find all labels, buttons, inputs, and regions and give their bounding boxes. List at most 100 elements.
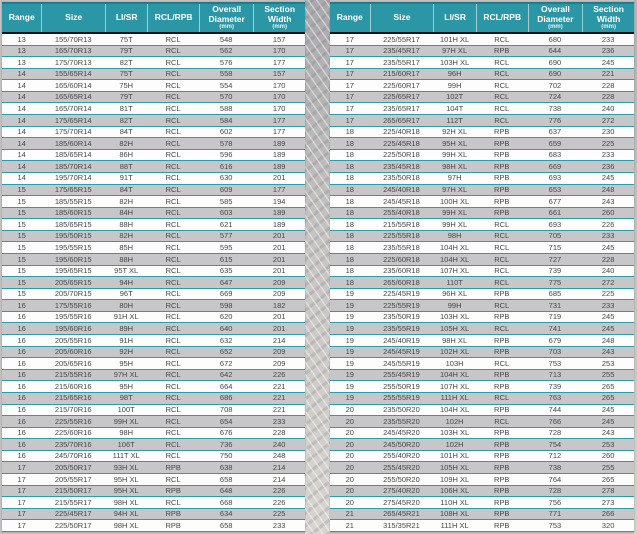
cell-li-sr: 107H XL xyxy=(440,381,470,391)
cell-section-width: 278 xyxy=(601,486,615,496)
cell-li-sr: 102H xyxy=(445,439,464,449)
cell-size: 215/55R18 xyxy=(383,219,420,229)
cell-range: 18 xyxy=(345,161,354,171)
cell-size: 235/55R20 xyxy=(383,416,420,426)
cell-li-sr: 99H XL xyxy=(442,208,468,218)
cell-range: 21 xyxy=(345,520,354,530)
cell-size: 225/55R19 xyxy=(383,300,420,310)
cell-rcl-rpb: RCL xyxy=(494,69,510,79)
table-row: 18 245/45R18 100H XL RPB 677 243 xyxy=(330,196,634,208)
cell-rcl-rpb: RCL xyxy=(494,277,510,287)
cell-overall-diameter: 741 xyxy=(548,323,562,333)
cell-range: 14 xyxy=(17,173,26,183)
cell-overall-diameter: 642 xyxy=(219,370,233,380)
column-header-label: Range xyxy=(8,12,35,23)
cell-li-sr: 82H xyxy=(119,231,134,241)
cell-li-sr: 101H XL xyxy=(440,451,470,461)
cell-overall-diameter: 702 xyxy=(548,80,562,90)
cell-li-sr: 99H XL xyxy=(442,150,468,160)
cell-overall-diameter: 664 xyxy=(219,381,233,391)
cell-li-sr: 95H xyxy=(119,358,134,368)
cell-li-sr: 106H XL xyxy=(440,486,470,496)
cell-section-width: 245 xyxy=(601,312,615,322)
cell-range: 15 xyxy=(17,289,26,299)
cell-section-width: 240 xyxy=(272,439,286,449)
table-body: 17 225/55R17 101H XL RCL 680 233 17 235/45R17 97… xyxy=(330,34,634,532)
cell-rcl-rpb: RPB xyxy=(494,289,510,299)
cell-size: 215/55R16 xyxy=(54,370,92,380)
cell-size: 155/65R14 xyxy=(54,69,92,79)
cell-rcl-rpb: RCL xyxy=(165,381,181,391)
cell-overall-diameter: 719 xyxy=(548,312,562,322)
cell-overall-diameter: 595 xyxy=(219,242,233,252)
cell-size: 185/60R15 xyxy=(54,208,92,218)
cell-rcl-rpb: RCL xyxy=(165,439,181,449)
cell-size: 165/60R14 xyxy=(54,80,92,90)
cell-range: 14 xyxy=(17,161,26,171)
cell-size: 205/65R15 xyxy=(54,277,92,287)
cell-li-sr: 91H XL xyxy=(113,312,139,322)
cell-li-sr: 104H XL xyxy=(440,242,470,252)
cell-range: 15 xyxy=(17,185,26,195)
cell-overall-diameter: 724 xyxy=(548,92,562,102)
cell-rcl-rpb: RCL xyxy=(494,254,510,264)
cell-range: 18 xyxy=(345,219,354,229)
cell-range: 20 xyxy=(345,428,354,438)
table-row: 17 225/50R17 98H XL RPB 658 233 xyxy=(2,520,305,532)
cell-overall-diameter: 558 xyxy=(219,69,233,79)
column-header-label: Size xyxy=(65,12,83,23)
table-row: 18 235/45R18 98H XL RPB 669 236 xyxy=(330,161,634,173)
cell-rcl-rpb: RCL xyxy=(494,34,510,44)
cell-size: 255/40R18 xyxy=(383,208,420,218)
cell-section-width: 221 xyxy=(272,405,286,415)
cell-section-width: 226 xyxy=(272,370,286,380)
cell-overall-diameter: 658 xyxy=(219,520,233,530)
header-underline xyxy=(330,32,634,34)
cell-section-width: 236 xyxy=(601,161,615,171)
cell-rcl-rpb: RPB xyxy=(165,486,181,496)
cell-li-sr: 106T xyxy=(117,439,135,449)
cell-overall-diameter: 676 xyxy=(219,428,233,438)
cell-section-width: 226 xyxy=(272,486,286,496)
cell-li-sr: 75T xyxy=(119,69,133,79)
table-row: 17 215/50R17 95H XL RPB 648 226 xyxy=(2,485,305,498)
table-row: 20 255/50R20 109H XL RPB 764 265 xyxy=(330,473,634,486)
cell-section-width: 245 xyxy=(601,57,615,67)
table-row: 19 255/50R19 107H XL RPB 739 265 xyxy=(330,381,634,393)
cell-li-sr: 84T xyxy=(119,127,133,137)
cell-range: 16 xyxy=(17,335,26,345)
cell-section-width: 245 xyxy=(601,323,615,333)
cell-range: 17 xyxy=(345,92,354,102)
page-edge xyxy=(634,0,637,534)
cell-range: 17 xyxy=(17,474,26,484)
cell-range: 15 xyxy=(17,242,26,252)
table-row: 16 205/60R16 92H RCL 652 209 xyxy=(2,346,305,359)
cell-rcl-rpb: RPB xyxy=(494,370,510,380)
table-row: 17 235/55R17 103H XL RCL 690 245 xyxy=(330,57,634,69)
cell-section-width: 233 xyxy=(601,231,615,241)
cell-size: 245/45R20 xyxy=(383,428,420,438)
cell-li-sr: 88T xyxy=(119,161,133,171)
cell-li-sr: 92H xyxy=(119,347,134,357)
cell-size: 205/55R17 xyxy=(54,474,92,484)
cell-overall-diameter: 634 xyxy=(219,509,233,519)
cell-li-sr: 95H XL xyxy=(113,486,139,496)
cell-size: 195/60R16 xyxy=(54,323,92,333)
cell-li-sr: 97H xyxy=(447,173,462,183)
header-underline xyxy=(2,32,305,34)
cell-section-width: 189 xyxy=(272,150,286,160)
table-row: 13 155/70R13 75T RCL 548 157 xyxy=(2,34,305,46)
cell-section-width: 245 xyxy=(601,173,615,183)
cell-rcl-rpb: RCL xyxy=(165,312,181,322)
cell-li-sr: 91T xyxy=(119,173,133,183)
cell-rcl-rpb: RCL xyxy=(165,196,181,206)
cell-range: 19 xyxy=(345,347,354,357)
cell-overall-diameter: 727 xyxy=(548,254,562,264)
cell-li-sr: 103H XL xyxy=(440,57,470,67)
cell-li-sr: 98H XL xyxy=(442,161,468,171)
column-header-unit: (mm) xyxy=(272,24,288,31)
table-row: 16 225/60R16 98H RCL 676 228 xyxy=(2,427,305,440)
column-header-size: Size xyxy=(369,4,434,32)
table-row: 17 205/55R17 95H XL RCL 658 214 xyxy=(2,473,305,486)
cell-range: 20 xyxy=(345,451,354,461)
